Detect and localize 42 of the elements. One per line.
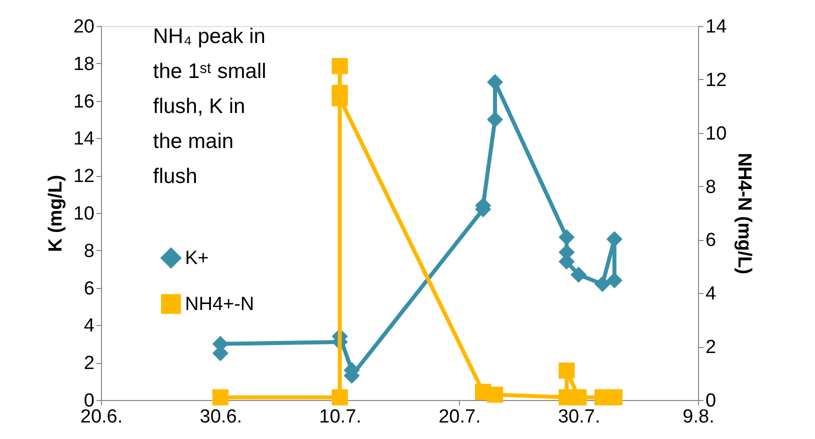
y-tick-label: 10: [73, 204, 94, 224]
point: [606, 389, 622, 406]
point: [570, 389, 587, 406]
y-tick-label: 6: [84, 278, 94, 300]
legend-label: K+: [185, 248, 209, 269]
point: [594, 276, 611, 292]
y-tick-label: 2: [84, 353, 94, 374]
y2-tick-label: 2: [706, 337, 716, 358]
x-tick-label: 30.6.: [200, 406, 242, 428]
point: [558, 229, 575, 246]
x-tick-label: 20.6.: [80, 406, 123, 428]
point: [332, 90, 348, 106]
y-tick-label: 18: [73, 54, 94, 75]
y2-axis-title: NH4-N (mg/L): [734, 152, 755, 274]
y2-tick-label: 12: [706, 70, 727, 91]
point: [486, 386, 504, 403]
y-tick-label: 4: [84, 316, 95, 337]
point: [606, 272, 622, 288]
point: [332, 389, 348, 406]
y-tick-label: 8: [84, 240, 94, 262]
point: [212, 389, 228, 406]
y-tick-label: 12: [73, 166, 94, 188]
x-tick-label: 9.8.: [682, 406, 714, 428]
legend-label: NH4+-N: [185, 294, 254, 315]
annotation: NH₄ peak in the 1ˢᵗ small flush, K in the main flush: [153, 25, 266, 188]
y2-tick-label: 14: [706, 16, 728, 38]
point: [558, 362, 575, 379]
y-tick-label: 14: [73, 128, 95, 150]
y-tick-label: 20: [73, 16, 94, 38]
point: [332, 58, 348, 74]
x-tick-label: 20.7.: [438, 406, 481, 428]
x-tick-label: 10.7.: [319, 406, 362, 428]
y2-tick-label: 10: [706, 123, 727, 144]
y2-tick-label: 4: [706, 284, 716, 305]
y2-tick-label: 8: [706, 176, 716, 198]
point: [606, 231, 622, 248]
point: [486, 74, 504, 90]
x-tick-label: 30.7.: [558, 406, 600, 428]
y2-tick-label: 6: [706, 230, 716, 252]
point: [570, 266, 587, 283]
y-tick-label: 16: [73, 91, 94, 112]
y-axis-title: K (mg/L): [45, 174, 66, 252]
